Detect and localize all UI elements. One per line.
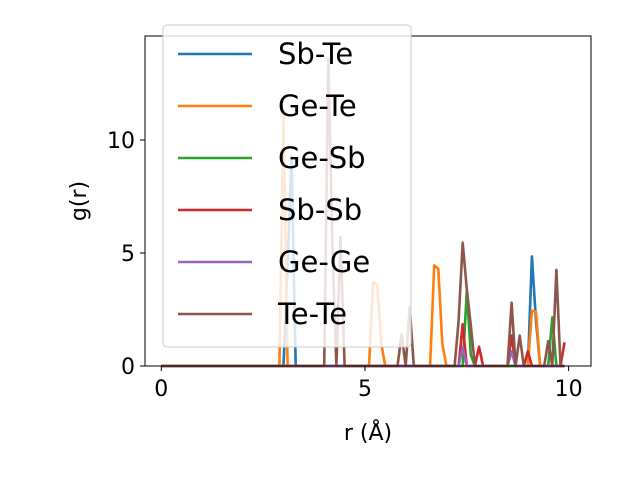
x-tick-label: 5 (358, 377, 372, 402)
y-tick-label: 0 (121, 355, 135, 380)
y-axis-label: g(r) (67, 181, 92, 221)
y-tick-label: 10 (107, 129, 135, 154)
legend-label: Sb-Sb (278, 193, 362, 227)
legend: Sb-Te Ge-Te Ge-Sb Sb-Sb Ge-Ge Te-Te (162, 24, 412, 348)
legend-label: Ge-Sb (278, 141, 366, 175)
legend-label: Ge-Ge (278, 245, 370, 279)
legend-label: Te-Te (277, 297, 347, 331)
tick-layer: 0 5 10 0 5 10 (107, 129, 583, 402)
y-tick-label: 5 (121, 242, 135, 267)
legend-label: Sb-Te (278, 37, 353, 71)
legend-label: Ge-Te (278, 89, 357, 123)
x-tick-label: 0 (154, 377, 168, 402)
x-axis-label: r (Å) (344, 419, 392, 446)
x-tick-label: 10 (555, 377, 583, 402)
